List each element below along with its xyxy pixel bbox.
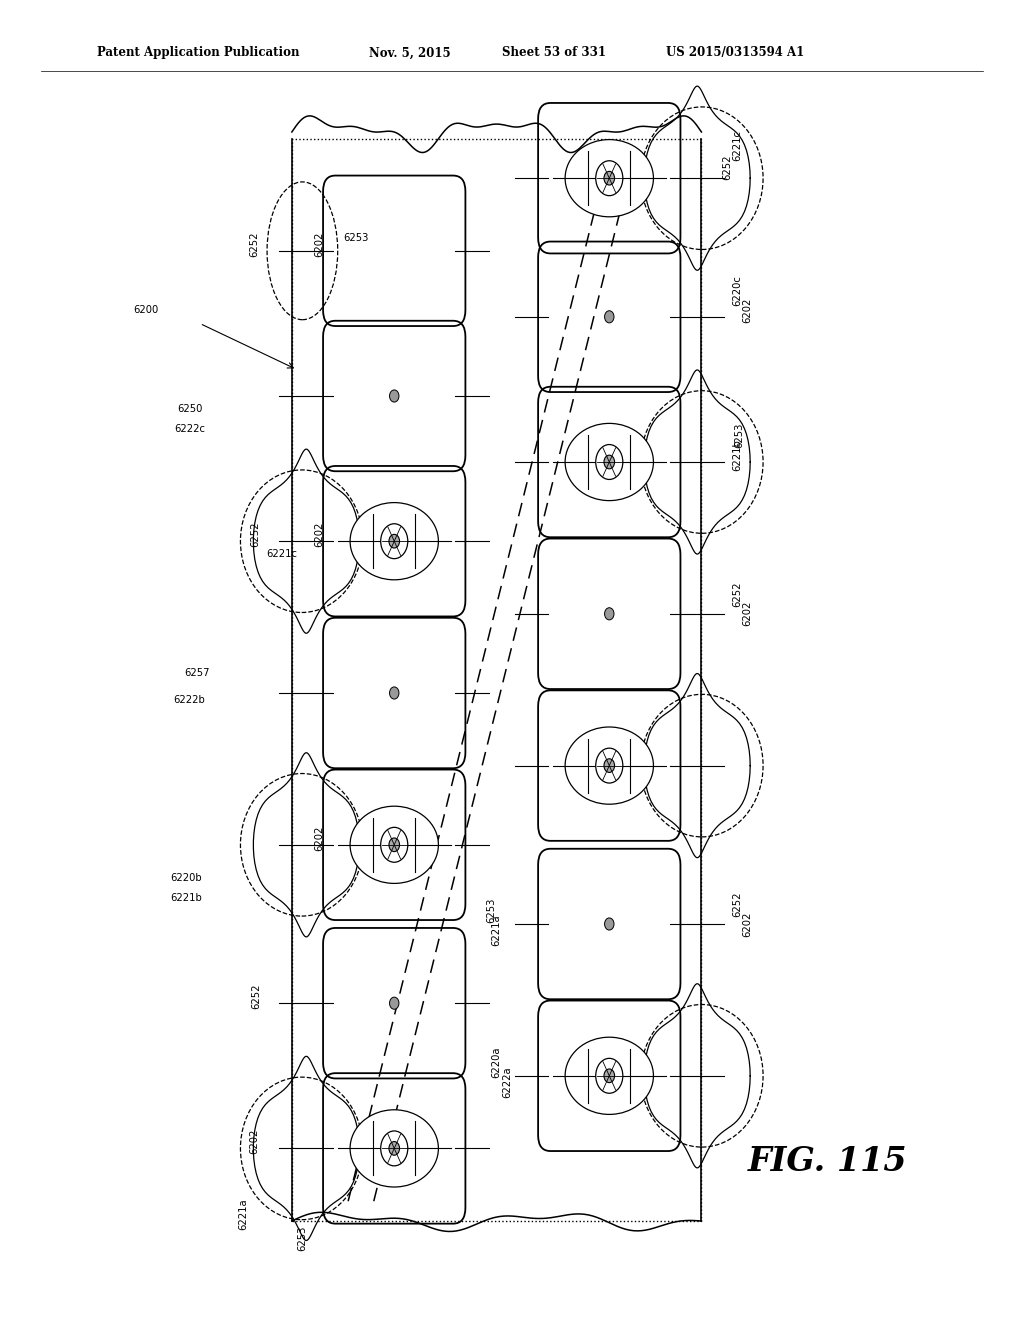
Text: 6252: 6252 <box>249 231 259 257</box>
Text: 6253: 6253 <box>297 1225 307 1251</box>
Ellipse shape <box>565 424 653 500</box>
Text: 6250: 6250 <box>177 404 203 414</box>
Ellipse shape <box>565 1038 653 1114</box>
Text: 6202: 6202 <box>742 297 753 323</box>
Text: 6221b: 6221b <box>170 892 202 903</box>
Ellipse shape <box>565 727 653 804</box>
Text: 6221c: 6221c <box>732 129 742 161</box>
Text: 6220c: 6220c <box>732 275 742 306</box>
Circle shape <box>596 161 623 195</box>
Circle shape <box>381 524 408 558</box>
Circle shape <box>596 1059 623 1093</box>
Circle shape <box>604 607 614 620</box>
Text: 6252: 6252 <box>722 154 732 181</box>
Text: 6253: 6253 <box>343 232 369 243</box>
Text: 6222c: 6222c <box>174 424 205 434</box>
Text: 6253: 6253 <box>734 422 744 449</box>
Text: 6252: 6252 <box>250 521 260 548</box>
Circle shape <box>389 389 399 403</box>
Circle shape <box>389 997 399 1010</box>
Text: 6202: 6202 <box>742 601 753 627</box>
Circle shape <box>604 310 614 323</box>
Text: 6221a: 6221a <box>492 915 502 946</box>
Circle shape <box>604 917 614 931</box>
Text: 6222a: 6222a <box>502 1067 512 1098</box>
Text: 6221c: 6221c <box>266 549 297 560</box>
Text: 6222b: 6222b <box>173 694 205 705</box>
Ellipse shape <box>350 503 438 579</box>
Circle shape <box>381 828 408 862</box>
Circle shape <box>596 445 623 479</box>
Text: Patent Application Publication: Patent Application Publication <box>97 46 300 59</box>
Text: 6200: 6200 <box>133 305 159 315</box>
Circle shape <box>389 838 399 851</box>
Text: 6221b: 6221b <box>732 440 742 471</box>
Text: 6221a: 6221a <box>239 1199 249 1230</box>
Text: 6252: 6252 <box>251 983 261 1010</box>
Text: Sheet 53 of 331: Sheet 53 of 331 <box>502 46 606 59</box>
Circle shape <box>389 1142 399 1155</box>
Circle shape <box>381 1131 408 1166</box>
Text: 6202: 6202 <box>314 231 325 257</box>
Circle shape <box>596 748 623 783</box>
Circle shape <box>604 1069 614 1082</box>
Text: Nov. 5, 2015: Nov. 5, 2015 <box>369 46 451 59</box>
Text: 6220a: 6220a <box>492 1047 502 1078</box>
Circle shape <box>389 535 399 548</box>
Text: 6252: 6252 <box>732 891 742 917</box>
Text: 6220b: 6220b <box>170 873 202 883</box>
Circle shape <box>604 455 614 469</box>
Text: FIG. 115: FIG. 115 <box>748 1144 907 1177</box>
Text: 6202: 6202 <box>314 521 325 548</box>
Text: 6253: 6253 <box>486 898 497 924</box>
Ellipse shape <box>350 807 438 883</box>
Text: 6202: 6202 <box>314 825 325 851</box>
Circle shape <box>604 172 614 185</box>
Text: 6202: 6202 <box>249 1129 259 1155</box>
Text: US 2015/0313594 A1: US 2015/0313594 A1 <box>666 46 804 59</box>
Text: 6257: 6257 <box>184 668 210 678</box>
Ellipse shape <box>350 1110 438 1187</box>
Text: 6202: 6202 <box>742 911 753 937</box>
Ellipse shape <box>565 140 653 216</box>
Text: 6252: 6252 <box>732 581 742 607</box>
Circle shape <box>389 686 399 700</box>
Circle shape <box>604 759 614 772</box>
